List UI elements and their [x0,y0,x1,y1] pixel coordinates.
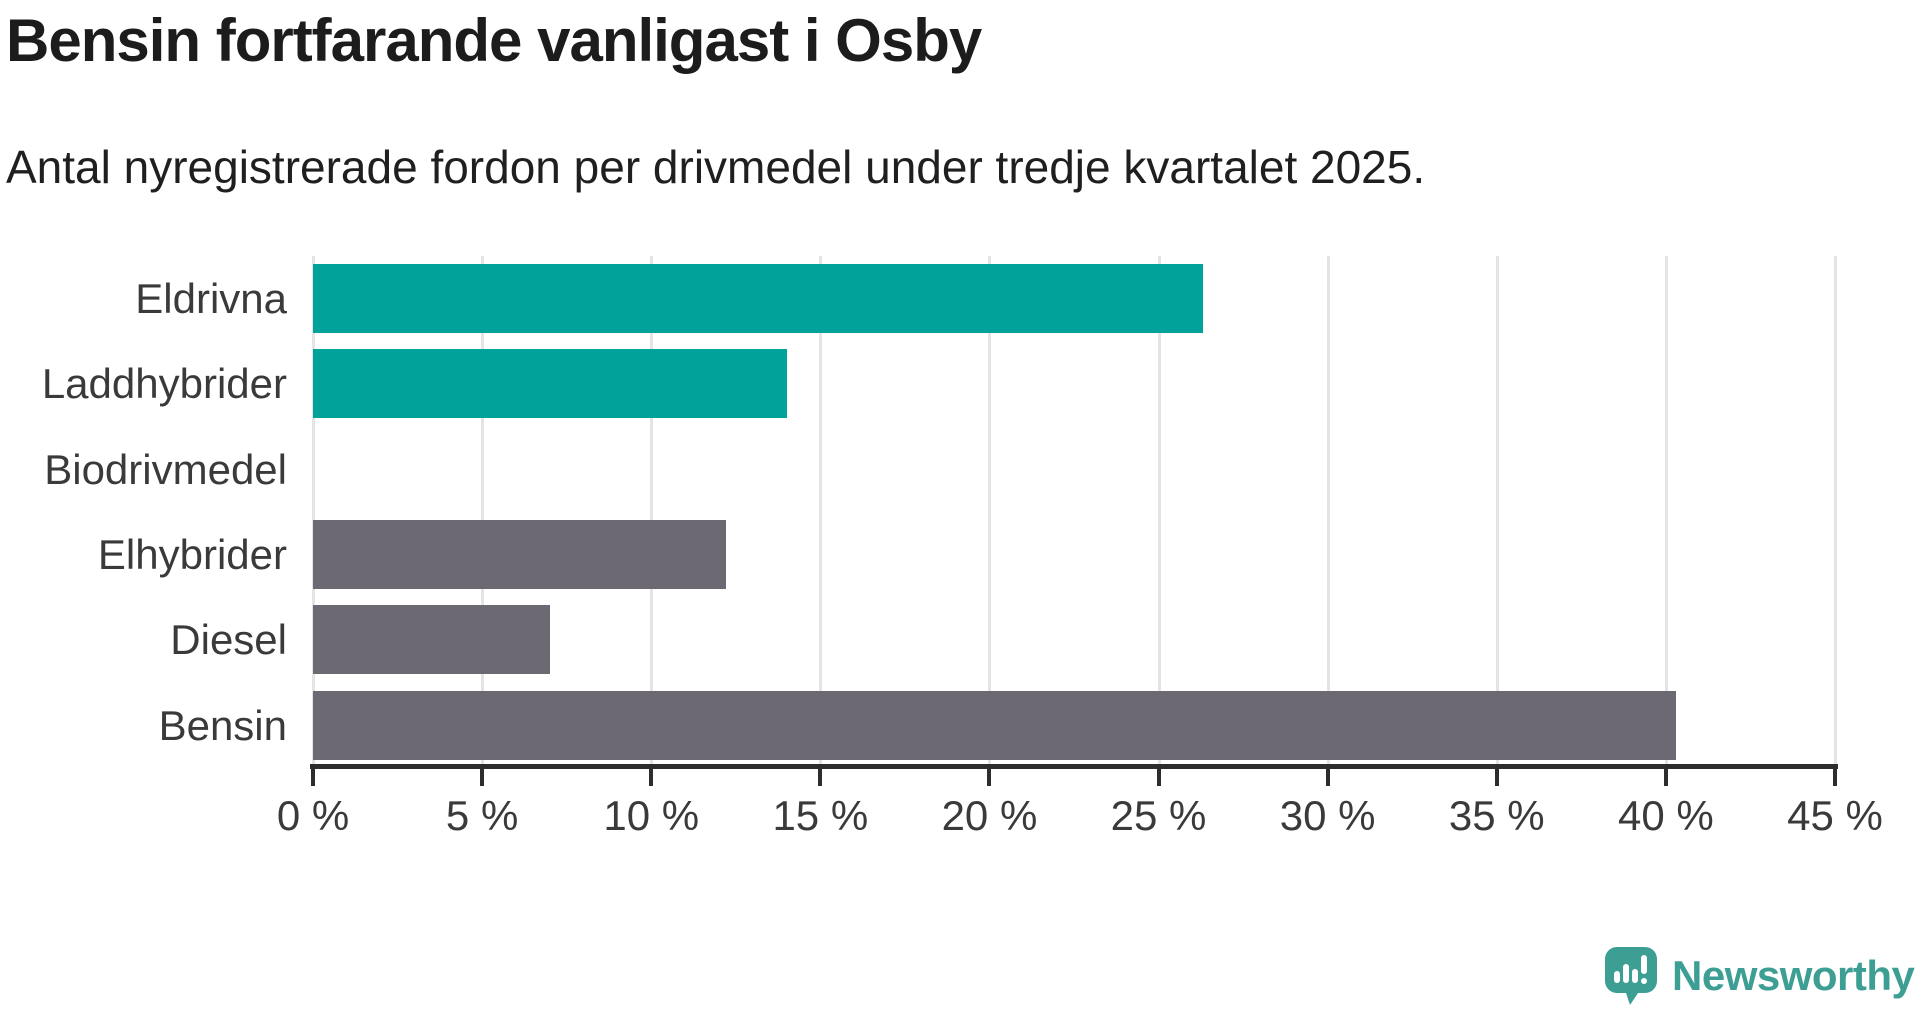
x-tick-label-0: 0 % [276,792,350,839]
chart-row-bensin: Bensin [0,683,1920,768]
category-label: Bensin [158,701,287,749]
category-label: Eldrivna [135,275,287,322]
gridline-0 [312,256,315,768]
x-tick-label-5: 5 % [445,792,519,839]
bar-rows: Eldrivna Laddhybrider Biodrivmedel Elhybrid… [0,256,1920,768]
x-tick-mark-10 [649,769,654,786]
newsworthy-logo: Newsworthy [1604,946,1915,1006]
bar-bensin [313,690,1677,760]
bar-diesel [313,605,550,675]
bar-laddhybrider [313,349,787,419]
x-tick-mark-20 [987,769,992,786]
x-tick-label-20: 20 % [941,792,1038,839]
category-label: Laddhybrider [41,360,287,408]
x-tick-mark-30 [1325,769,1330,786]
x-tick-label-15: 15 % [772,792,869,839]
x-tick-label-40: 40 % [1618,792,1714,839]
category-label: Biodrivmedel [44,445,287,493]
gridline-25 [1157,256,1161,768]
x-tick-label-45: 45 % [1787,792,1883,839]
gridline-20 [988,256,992,768]
x-tick-mark-5 [480,769,485,786]
chart-row-eldrivna: Eldrivna [0,256,1920,341]
plot-gridlines [312,256,1837,768]
newsworthy-logo-text: Newsworthy [1672,952,1915,999]
x-tick-mark-35 [1494,769,1499,786]
bar-eldrivna [313,264,1203,333]
chart-row-elhybrider: Elhybrider [0,512,1920,597]
x-tick-mark-25 [1156,769,1161,786]
x-tick-mark-40 [1663,769,1668,786]
x-tick-label-10: 10 % [603,792,700,839]
x-tick-mark-15 [818,769,823,786]
gridline-15 [819,256,823,768]
bar-elhybrider [313,520,726,589]
chart-row-biodrivmedel: Biodrivmedel [0,427,1920,512]
gridline-5 [481,256,485,768]
gridline-40 [1664,256,1668,768]
chart-row-diesel: Diesel [0,597,1920,682]
x-axis-line [310,764,1838,769]
x-tick-label-25: 25 % [1110,792,1207,839]
chart-subtitle: Antal nyregistrerade fordon per drivmede… [6,141,1426,193]
gridline-10 [650,256,654,768]
gridline-45 [1834,256,1837,768]
category-label: Diesel [170,616,287,664]
x-tick-mark-0 [311,769,315,786]
gridline-30 [1326,256,1330,768]
chart-title: Bensin fortfarande vanligast i Osby [6,7,982,74]
chart-row-laddhybrider: Laddhybrider [0,341,1920,426]
category-label: Elhybrider [97,531,287,578]
gridline-35 [1495,256,1499,768]
x-tick-label-35: 35 % [1448,792,1545,839]
x-tick-mark-45 [1833,769,1837,786]
newsworthy-speech-bubble-chart-icon [1605,947,1657,1005]
x-tick-label-30: 30 % [1279,792,1376,839]
